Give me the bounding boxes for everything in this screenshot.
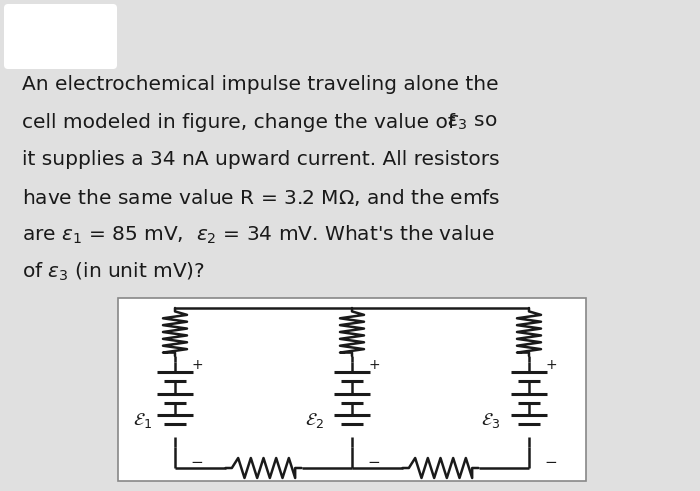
Text: cell modeled in figure, change the value of: cell modeled in figure, change the value… bbox=[22, 113, 461, 132]
Text: it supplies a 34 nA upward current. All resistors: it supplies a 34 nA upward current. All … bbox=[22, 150, 500, 169]
Text: $\mathcal{E}_2$: $\mathcal{E}_2$ bbox=[304, 410, 323, 430]
Bar bbox=[118, 298, 586, 481]
Text: have the same value R = 3.2 M$\Omega$, and the emfs: have the same value R = 3.2 M$\Omega$, a… bbox=[22, 187, 500, 208]
Text: +: + bbox=[368, 358, 380, 372]
Text: $\varepsilon_3$ so: $\varepsilon_3$ so bbox=[447, 113, 498, 132]
Text: +: + bbox=[191, 358, 203, 372]
Text: of $\varepsilon_3$ (in unit mV)?: of $\varepsilon_3$ (in unit mV)? bbox=[22, 261, 205, 283]
Text: −: − bbox=[190, 455, 204, 470]
Text: −: − bbox=[368, 455, 380, 470]
FancyBboxPatch shape bbox=[4, 4, 117, 69]
Text: $\mathcal{E}_1$: $\mathcal{E}_1$ bbox=[134, 410, 153, 430]
Text: are $\varepsilon_1$ = 85 mV,  $\varepsilon_2$ = 34 mV. What's the value: are $\varepsilon_1$ = 85 mV, $\varepsilo… bbox=[22, 224, 495, 246]
Text: −: − bbox=[545, 455, 557, 470]
Text: $\mathcal{E}_3$: $\mathcal{E}_3$ bbox=[482, 410, 500, 430]
Text: +: + bbox=[545, 358, 557, 372]
Text: An electrochemical impulse traveling alone the: An electrochemical impulse traveling alo… bbox=[22, 75, 498, 94]
